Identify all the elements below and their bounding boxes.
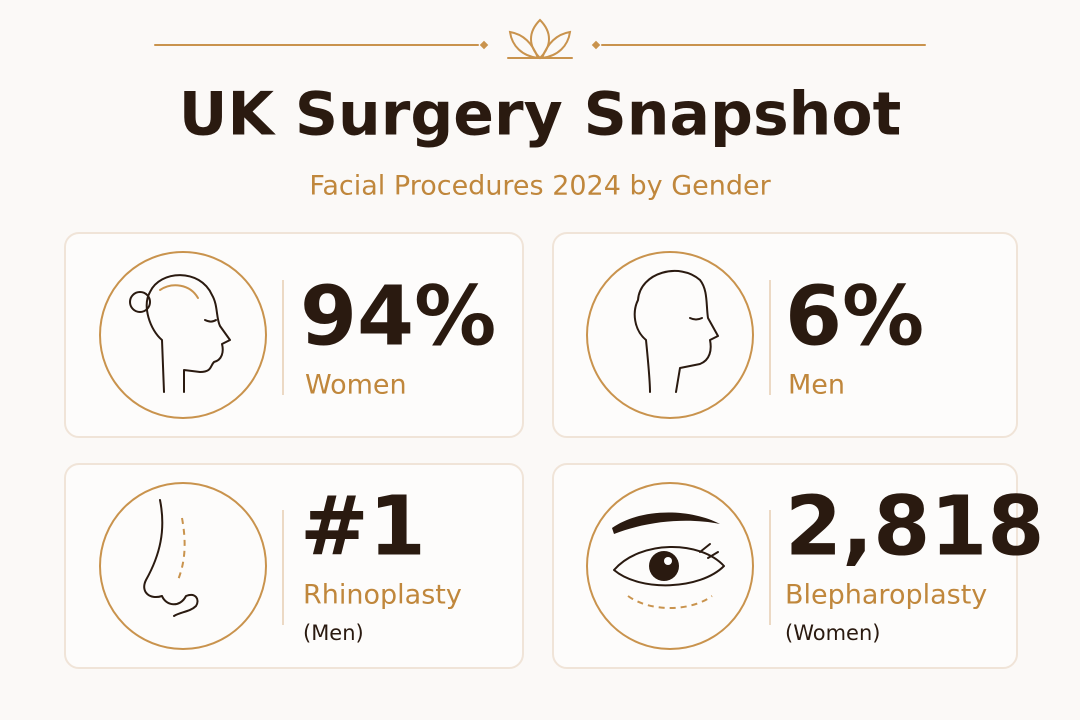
title: UK Surgery Snapshot (179, 80, 902, 150)
card-women: 94% Women (64, 232, 524, 438)
label: Men (788, 370, 845, 401)
note: (Women) (785, 621, 880, 645)
card-men: 6% Men (552, 232, 1018, 438)
card-blepharoplasty: 2,818 Blepharoplasty (Women) (552, 463, 1044, 669)
note: (Men) (303, 621, 364, 645)
card-rhinoplasty: #1 Rhinoplasty (Men) (64, 463, 524, 669)
label: Women (305, 370, 407, 401)
label: Blepharoplasty (785, 580, 987, 611)
stat: 2,818 (785, 479, 1044, 574)
subtitle: Facial Procedures 2024 by Gender (309, 171, 771, 202)
label: Rhinoplasty (303, 580, 462, 611)
stat: 6% (785, 269, 924, 364)
ornament (154, 18, 926, 60)
stat: #1 (300, 479, 426, 574)
stat: 94% (300, 269, 496, 364)
